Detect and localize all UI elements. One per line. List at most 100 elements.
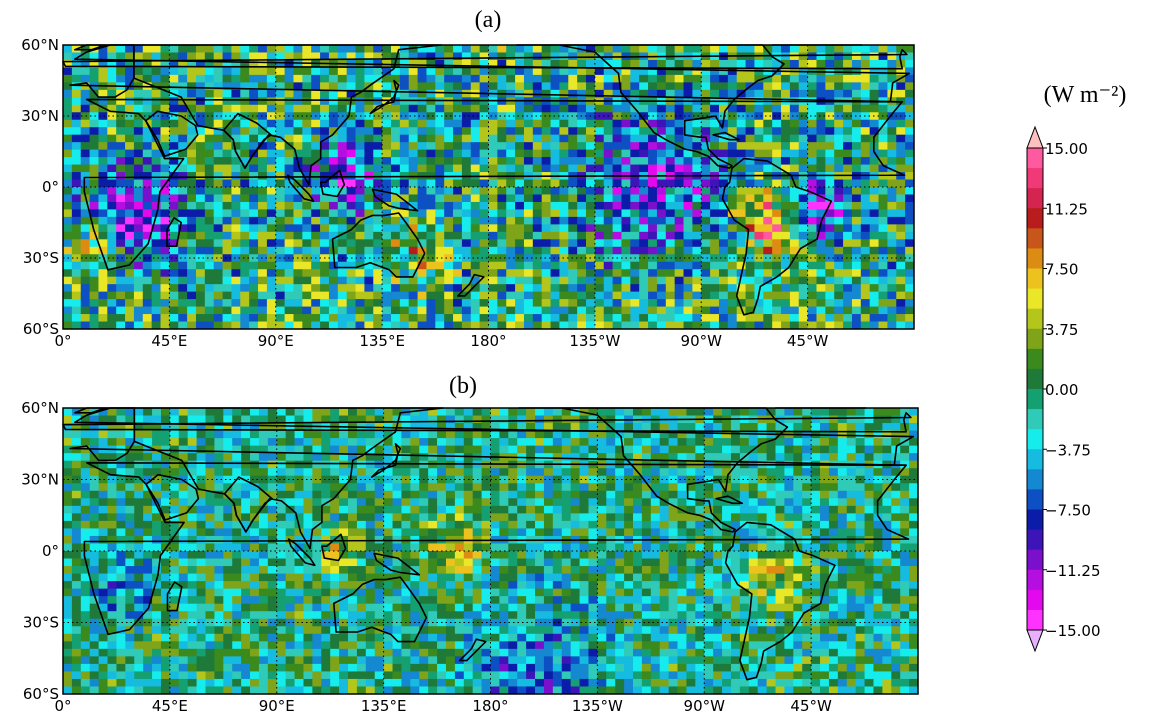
heat-cell (311, 246, 321, 255)
heat-cell (891, 423, 901, 431)
heat-cell (390, 291, 401, 300)
heat-cell (816, 142, 826, 151)
heat-cell (515, 231, 525, 240)
heat-cell (550, 157, 560, 165)
heat-cell (107, 254, 117, 263)
heat-cell (240, 149, 250, 158)
heat-cell (107, 276, 117, 285)
heat-cell (134, 498, 144, 507)
heat-cell (196, 415, 206, 424)
heat-cell (444, 276, 454, 285)
heat-cell (195, 209, 206, 218)
heat-cell (311, 45, 321, 53)
heat-cell (851, 314, 862, 322)
heat-cell (650, 483, 661, 492)
heat-cell (896, 306, 906, 315)
heat-cell (550, 134, 560, 143)
heat-cell (328, 67, 339, 76)
heat-cell (665, 134, 676, 143)
heat-cell (550, 119, 560, 128)
heat-cell (303, 438, 313, 447)
heat-cell (195, 112, 206, 121)
heat-cell (390, 194, 401, 203)
heat-cell (258, 59, 268, 68)
heat-cell (686, 483, 696, 492)
heat-cell (497, 59, 507, 68)
heat-cell (89, 119, 99, 128)
heat-cell (169, 430, 180, 439)
heat-cell (479, 82, 489, 91)
lat-tick-label: 30°S (23, 249, 59, 267)
heat-cell (612, 119, 622, 128)
heat-cell (577, 299, 587, 307)
heat-cell (603, 149, 613, 158)
heat-cell (490, 505, 500, 514)
heat-cell (390, 104, 401, 113)
heat-cell (603, 74, 613, 83)
heat-cell (606, 483, 616, 492)
heat-cell (89, 468, 100, 477)
heat-cell (820, 423, 830, 431)
heat-cell (293, 149, 303, 158)
heat-cell (321, 415, 331, 424)
heat-cell (499, 438, 509, 447)
heat-cell (701, 246, 711, 255)
heat-cell (222, 127, 232, 136)
heat-cell (718, 74, 729, 83)
heat-cell (80, 430, 91, 439)
heat-cell (710, 89, 720, 98)
heat-cell (311, 67, 321, 76)
heat-cell (843, 194, 853, 203)
heat-cell (641, 445, 652, 454)
heat-cell (125, 490, 135, 499)
heat-cell (807, 104, 817, 113)
heat-cell (107, 460, 117, 469)
heat-cell (730, 408, 741, 416)
heat-cell (739, 468, 750, 477)
heat-cell (860, 142, 871, 151)
heat-cell (648, 321, 658, 330)
heat-cell (143, 475, 153, 484)
heat-cell (789, 59, 800, 68)
heat-cell (851, 254, 862, 263)
heat-cell (142, 194, 153, 203)
heat-cell (275, 209, 286, 218)
heat-cell (214, 468, 224, 477)
heat-cell (383, 490, 393, 499)
heat-cell (559, 67, 569, 76)
heat-cell (258, 201, 268, 210)
heat-cell (390, 306, 401, 315)
heat-cell (793, 415, 803, 424)
heat-cell (701, 164, 711, 173)
heat-cell (517, 498, 527, 507)
heat-cell (169, 157, 179, 165)
heat-cell (704, 453, 714, 462)
heat-cell (789, 291, 800, 300)
heat-cell (710, 45, 720, 53)
heat-cell (811, 445, 821, 454)
heat-cell (851, 112, 862, 121)
heat-cell (374, 430, 385, 439)
heat-cell (133, 142, 144, 151)
heat-cell (169, 291, 179, 300)
heat-cell (718, 194, 729, 203)
heat-cell (214, 438, 224, 447)
heat-cell (382, 254, 392, 263)
heat-cell (187, 291, 197, 300)
heat-cell (869, 209, 879, 218)
heat-cell (816, 89, 826, 98)
heat-cell (851, 246, 862, 255)
heat-cell (523, 164, 534, 173)
heat-cell (526, 408, 536, 416)
heat-cell (677, 445, 687, 454)
heat-cell (490, 445, 500, 454)
heat-cell (543, 445, 554, 454)
heat-cell (869, 104, 879, 113)
heat-cell (195, 269, 206, 278)
heat-cell (621, 187, 631, 195)
heat-cell (399, 201, 410, 210)
heat-cell (550, 306, 560, 315)
heat-cell (515, 74, 525, 83)
heat-cell (887, 179, 897, 188)
heat-cell (825, 224, 835, 233)
